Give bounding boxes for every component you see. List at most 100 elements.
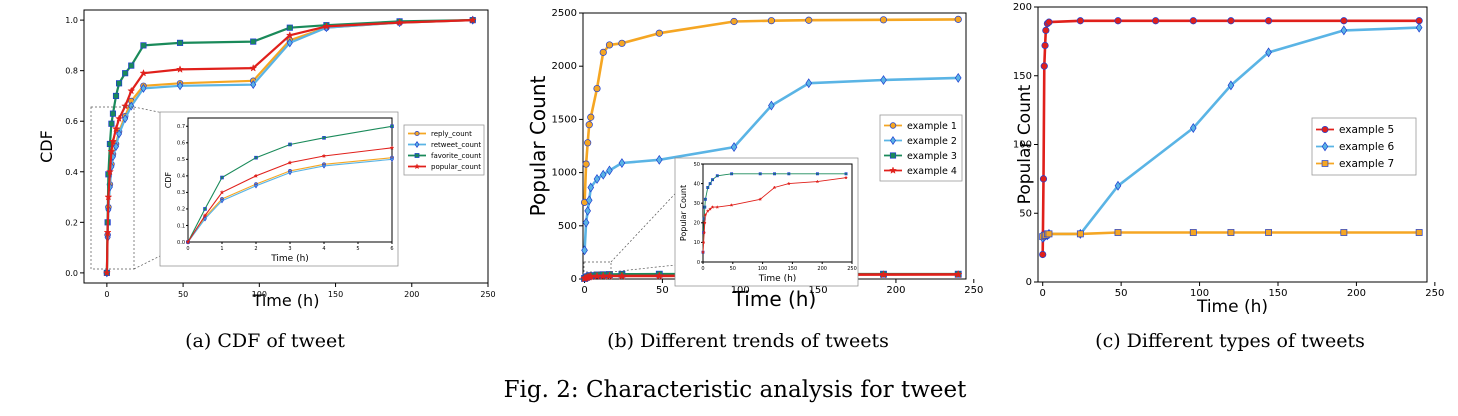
legend-marker-b-3 xyxy=(889,166,897,174)
data-point-c-2-9 xyxy=(1265,229,1272,236)
inset-data-point-b-1-8 xyxy=(715,204,720,209)
data-point-a-2-9 xyxy=(128,62,135,69)
data-point-c-0-1 xyxy=(1039,175,1048,183)
inset-y-tick-label-b-0: 0 xyxy=(697,260,700,266)
data-point-b-3-14 xyxy=(953,269,963,279)
inset-data-point-a-2-2 xyxy=(220,175,224,180)
inset-data-point-b-0-10 xyxy=(758,172,762,176)
inset-x-tick-label-b-5: 250 xyxy=(847,266,857,272)
inset-data-point-b-0-6 xyxy=(708,182,712,186)
data-point-b-1-13 xyxy=(880,75,887,85)
x-tick-label-c-0: 0 xyxy=(1040,288,1046,299)
y-tick-label-a-2: 0.4 xyxy=(65,168,78,177)
y-tick-label-b-1: 500 xyxy=(558,221,577,232)
data-point-c-2-6 xyxy=(1114,229,1122,236)
inset-y-tick-label-b-2: 20 xyxy=(694,221,700,227)
data-point-a-3-6 xyxy=(112,124,121,133)
zoom-region-a xyxy=(90,106,135,270)
inset-data-point-b-0-14 xyxy=(844,172,848,176)
data-point-b-1-12 xyxy=(805,78,813,89)
data-point-b-0-5 xyxy=(593,84,601,93)
data-point-a-2-12 xyxy=(250,38,257,45)
panel-b-chart: 0 50 100 150 200 25005001000150020002500Time … xyxy=(526,8,983,311)
data-point-c-0-8 xyxy=(1114,17,1122,25)
inset-data-point-a-2-1 xyxy=(203,207,207,211)
legend-label-a-0: reply_count xyxy=(431,130,472,138)
data-point-b-0-6 xyxy=(599,48,607,56)
data-point-c-2-4 xyxy=(1045,230,1053,238)
inset-data-point-a-2-5 xyxy=(322,136,326,140)
inset-y-tick-label-b-3: 30 xyxy=(694,201,700,207)
data-point-a-3-2 xyxy=(104,192,113,201)
inset-y-tick-label-b-5: 50 xyxy=(694,162,700,168)
inset-background-a xyxy=(159,111,399,267)
inset-x-tick-label-b-0: 0 xyxy=(701,266,704,272)
inset-data-point-b-0-11 xyxy=(773,172,776,176)
data-point-b-3-13 xyxy=(878,269,888,279)
data-point-b-1-3 xyxy=(585,195,593,206)
data-point-c-0-13 xyxy=(1340,17,1348,25)
y-tick-label-b-5: 2500 xyxy=(552,8,577,19)
figure-caption: Fig. 2: Characteristic analysis for twee… xyxy=(504,377,968,403)
legend-label-b-2: example 3 xyxy=(907,151,957,162)
inset-frame-b xyxy=(702,163,853,263)
data-point-a-2-10 xyxy=(140,42,147,49)
data-point-b-0-4 xyxy=(587,113,595,121)
data-point-c-1-11 xyxy=(1415,22,1423,33)
data-point-b-1-0 xyxy=(581,245,588,256)
inset-data-point-b-1-7 xyxy=(710,205,715,209)
inset-data-point-b-0-12 xyxy=(787,172,791,176)
data-point-a-2-7 xyxy=(115,80,123,87)
legend-label-c-2: example 7 xyxy=(1339,158,1394,170)
inset-x-label-b: Time (h) xyxy=(758,274,797,284)
x-tick-label-c-3: 150 xyxy=(1268,288,1287,299)
inset-data-point-b-0-5 xyxy=(706,186,710,189)
inset-y-tick-label-b-1: 10 xyxy=(694,240,700,246)
y-tick-label-a-5: 1.0 xyxy=(65,16,78,25)
data-point-b-1-2 xyxy=(584,205,591,216)
inset-y-label-a: CDF xyxy=(164,171,173,188)
data-point-b-1-5 xyxy=(593,174,601,184)
data-point-a-2-6 xyxy=(112,92,120,100)
data-point-c-0-10 xyxy=(1189,17,1197,25)
x-tick-label-b-1: 50 xyxy=(656,285,669,296)
data-point-b-0-2 xyxy=(584,139,592,147)
data-point-b-1-4 xyxy=(587,182,595,193)
data-point-b-3-7 xyxy=(604,271,614,280)
data-point-b-3-8 xyxy=(617,271,627,280)
data-point-a-2-5 xyxy=(109,110,117,117)
inset-data-point-a-1-2 xyxy=(220,197,224,204)
data-point-b-0-11 xyxy=(767,17,775,25)
x-tick-label-c-1: 50 xyxy=(1115,288,1128,299)
y-tick-label-b-2: 1000 xyxy=(552,168,577,179)
inset-data-point-b-0-9 xyxy=(730,172,734,176)
legend-marker-a-1 xyxy=(414,140,420,149)
data-point-c-0-11 xyxy=(1227,17,1235,25)
inset-data-point-a-3-2 xyxy=(219,189,225,195)
plot-frame-a xyxy=(83,9,489,284)
data-point-b-1-6 xyxy=(599,169,607,180)
inset-x-tick-label-a-5: 5 xyxy=(356,246,359,252)
inset-data-point-a-2-6 xyxy=(390,124,394,129)
inset-data-point-b-0-8 xyxy=(715,174,719,178)
data-point-a-3-3 xyxy=(105,167,115,176)
inset-data-point-b-0-4 xyxy=(703,197,707,201)
data-point-c-0-12 xyxy=(1264,17,1273,25)
x-tick-label-a-5: 250 xyxy=(480,290,495,299)
data-point-b-0-7 xyxy=(605,41,614,49)
data-point-b-1-9 xyxy=(655,154,663,165)
x-axis-label-a: Time (h) xyxy=(252,291,320,310)
legend-marker-b-1 xyxy=(890,136,896,145)
legend-marker-a-2 xyxy=(414,153,420,158)
inset-background-b xyxy=(674,157,859,287)
inset-x-tick-label-a-2: 2 xyxy=(254,246,257,252)
inset-y-label-b: Popular Count xyxy=(679,185,688,241)
data-point-a-1-9 xyxy=(128,101,135,111)
data-point-a-3-8 xyxy=(121,101,130,110)
data-point-b-3-9 xyxy=(654,271,664,280)
data-point-a-3-16 xyxy=(468,15,477,24)
inset-data-point-b-1-5 xyxy=(705,208,710,213)
data-point-a-3-7 xyxy=(114,114,124,123)
